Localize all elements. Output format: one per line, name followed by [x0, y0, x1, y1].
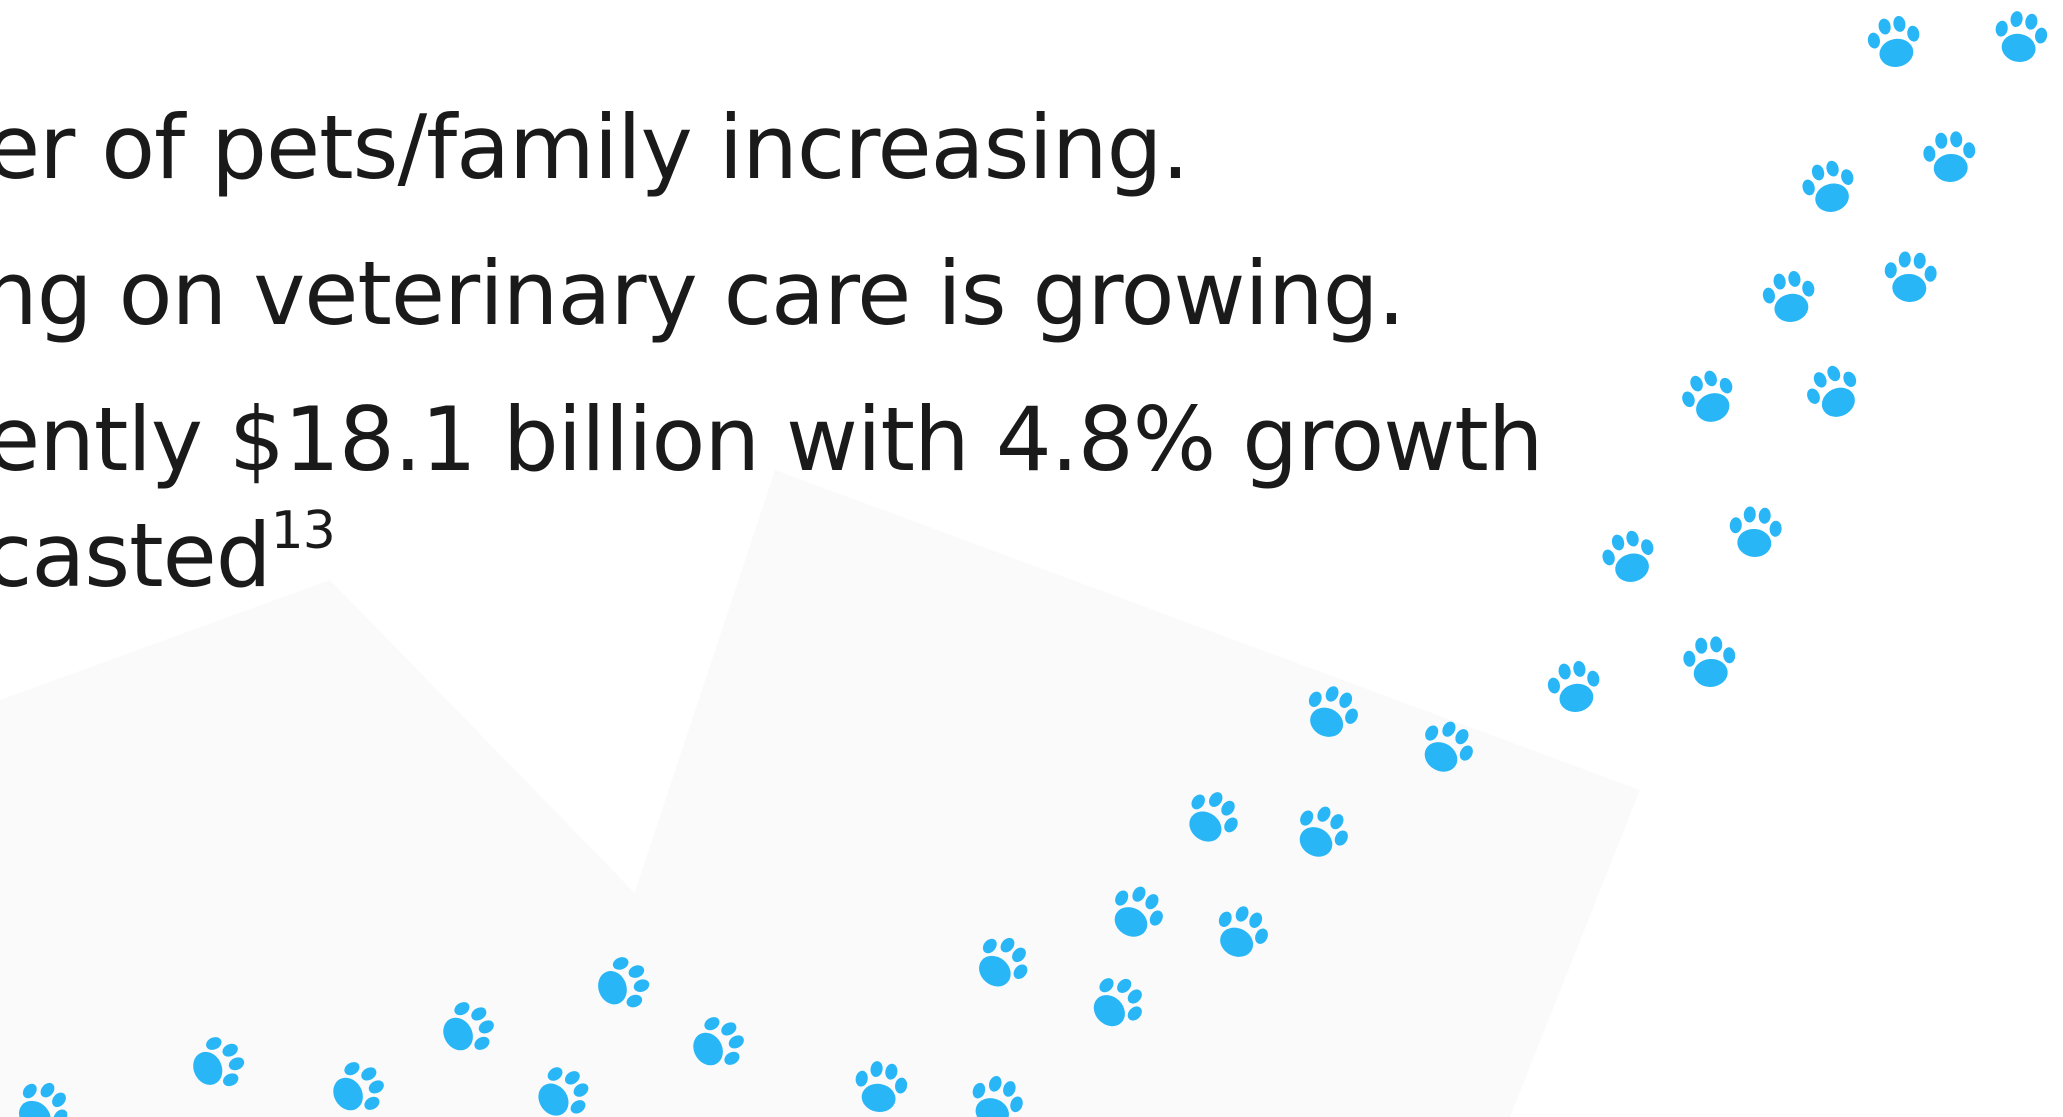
paw-print-icon	[527, 1057, 598, 1117]
paw-print-icon	[963, 1069, 1030, 1117]
paw-print-icon	[590, 950, 656, 1017]
paw-print-icon	[1207, 898, 1276, 966]
paw-print-icon	[1797, 156, 1861, 218]
bullet-pets-per-family: er of pets/family increasing.	[0, 96, 1189, 199]
paw-print-icon	[1081, 966, 1154, 1039]
background-panel-right	[560, 470, 1640, 1117]
paw-print-icon	[1864, 12, 1925, 72]
paw-print-icon	[1597, 526, 1661, 588]
paw-print-icon	[1675, 364, 1742, 430]
paw-print-icon	[1681, 634, 1738, 690]
paw-print-icon	[850, 1057, 911, 1117]
bullet-continuation-text: casted	[0, 504, 272, 607]
paw-print-icon	[432, 993, 503, 1064]
background-panel-left	[0, 580, 700, 1117]
bullet-market-size: ently $18.1 billion with 4.8% growth	[0, 388, 1543, 491]
paw-print-icon	[1727, 504, 1784, 560]
paw-print-icon	[1544, 657, 1605, 717]
paw-print-icon	[1759, 267, 1820, 327]
paw-print-icon	[5, 1071, 78, 1117]
previous-superscript-fragment: 12	[0, 0, 58, 8]
footnote-reference: 13	[270, 501, 336, 561]
paw-print-icon	[682, 1008, 753, 1079]
paw-print-icon	[1799, 358, 1868, 426]
paw-print-icon	[1882, 249, 1939, 305]
paw-print-icon	[1101, 877, 1172, 948]
bullet-continuation: casted13	[0, 505, 336, 600]
paw-print-icon	[1297, 678, 1366, 746]
paw-print-icon	[184, 1029, 252, 1098]
paw-print-icon	[1921, 129, 1978, 185]
bullet-veterinary-spending: ng on veterinary care is growing.	[0, 242, 1406, 345]
paw-print-icon	[1176, 782, 1248, 853]
paw-print-icon	[1411, 712, 1482, 783]
paw-print-icon	[322, 1053, 393, 1117]
paw-print-icon	[1990, 7, 2051, 67]
paw-print-icon	[965, 926, 1038, 999]
paw-print-icon	[1286, 797, 1357, 868]
